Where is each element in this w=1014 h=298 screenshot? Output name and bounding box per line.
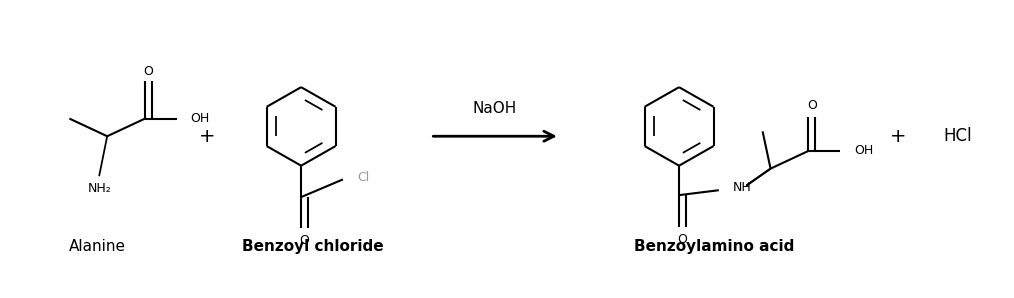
Text: NH: NH bbox=[733, 181, 751, 194]
Text: OH: OH bbox=[854, 145, 873, 157]
Text: OH: OH bbox=[191, 112, 210, 125]
Text: O: O bbox=[807, 99, 816, 112]
Text: NH₂: NH₂ bbox=[87, 182, 112, 195]
Text: O: O bbox=[144, 65, 153, 78]
Text: Alanine: Alanine bbox=[69, 239, 126, 254]
Text: O: O bbox=[677, 233, 687, 246]
Text: NaOH: NaOH bbox=[473, 101, 517, 116]
Text: +: + bbox=[199, 127, 215, 146]
Text: Benzoyl chloride: Benzoyl chloride bbox=[242, 239, 384, 254]
Text: +: + bbox=[889, 127, 907, 146]
Text: Benzoylamino acid: Benzoylamino acid bbox=[634, 239, 794, 254]
Text: HCl: HCl bbox=[943, 127, 971, 145]
Text: Cl: Cl bbox=[357, 171, 369, 184]
Text: O: O bbox=[300, 234, 309, 247]
